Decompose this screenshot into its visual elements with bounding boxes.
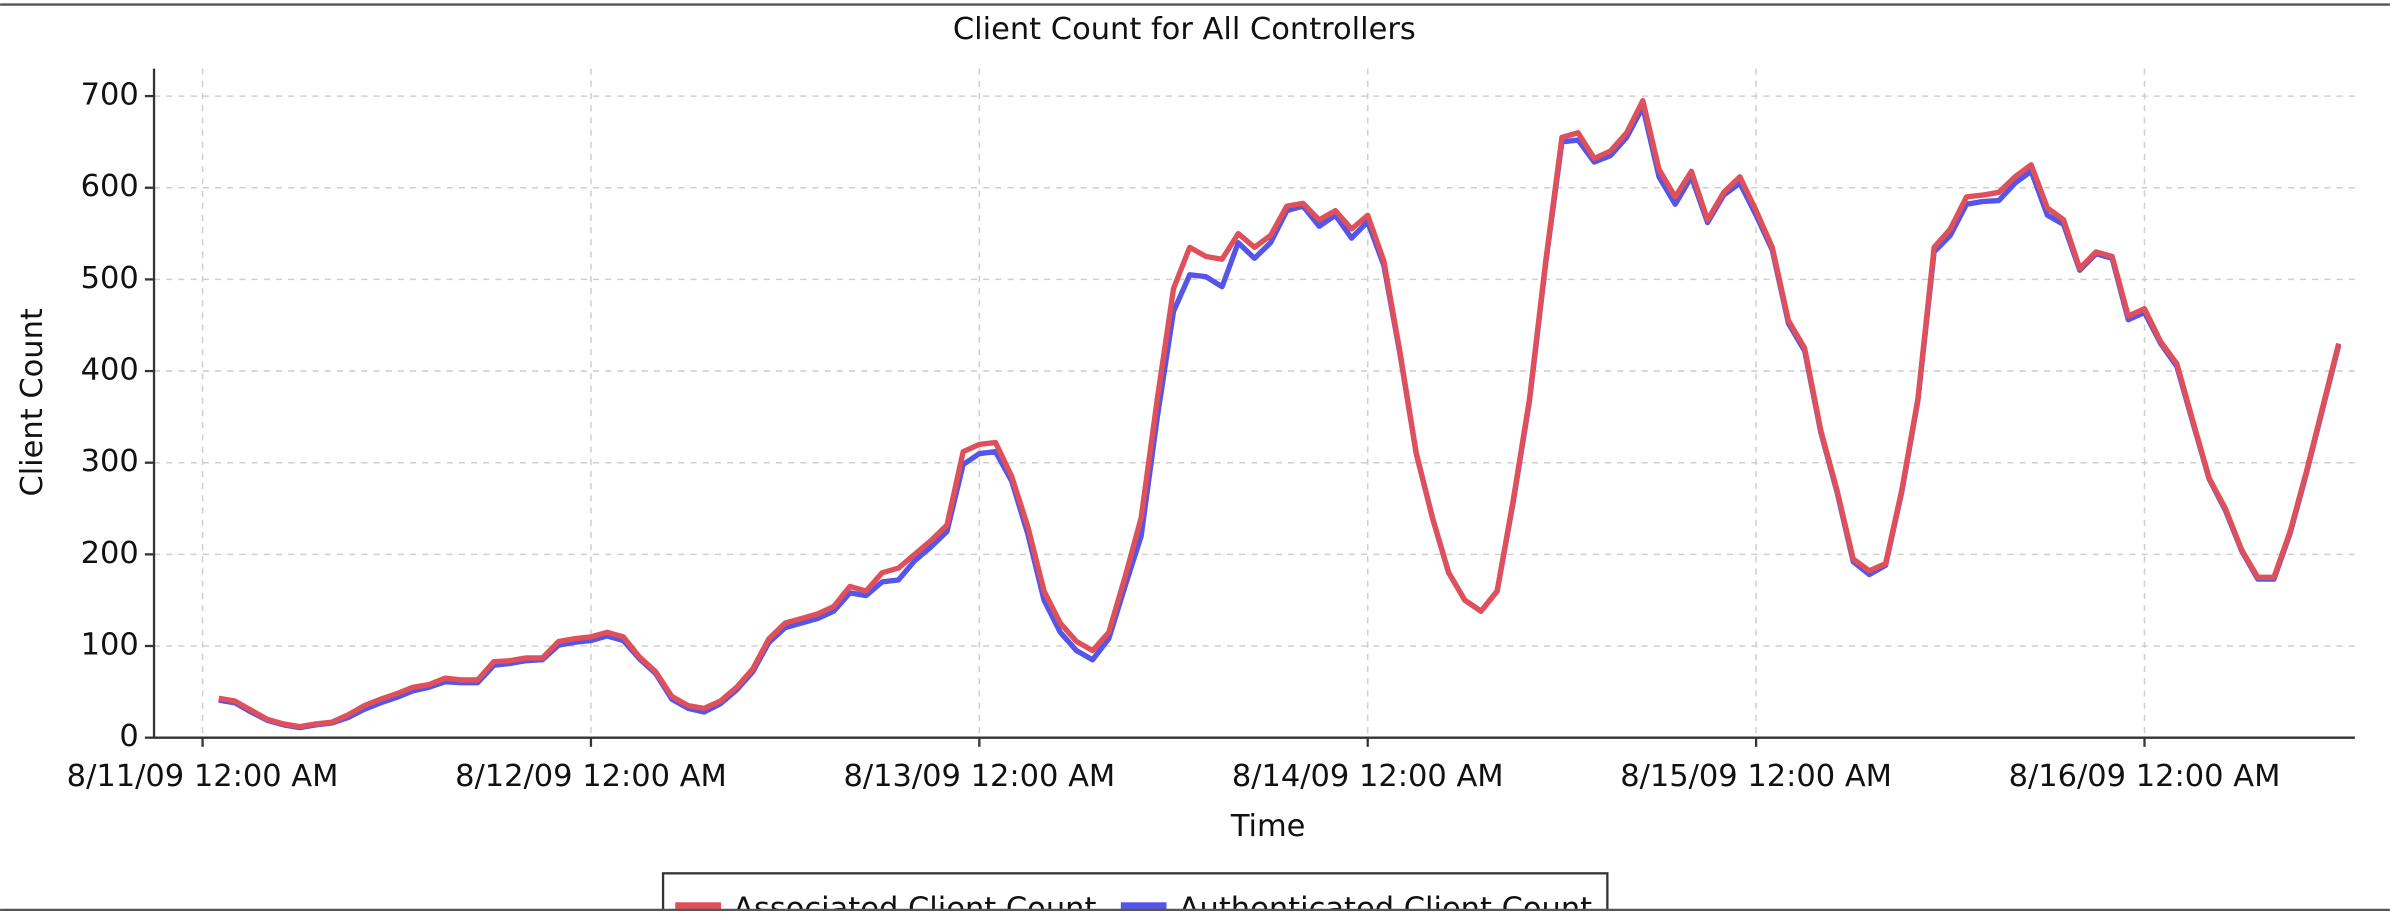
y-tick-label: 500 xyxy=(81,261,139,296)
x-axis-label: Time xyxy=(1230,809,1306,844)
x-tick-label: 8/15/09 12:00 AM xyxy=(1620,759,1892,794)
y-axis-label: Client Count xyxy=(15,308,50,496)
plot-area xyxy=(218,98,2342,731)
x-tick-label: 8/16/09 12:00 AM xyxy=(2009,759,2281,794)
axes: 0 100 200 300 400 500 600 700 8/11/09 12:00 AM 8/… xyxy=(67,68,2355,794)
grid xyxy=(154,68,2355,738)
x-tick-label: 8/11/09 12:00 AM xyxy=(67,759,339,794)
y-tick-label: 300 xyxy=(81,444,139,479)
legend-swatch xyxy=(675,902,721,910)
legend: Associated Client Count Authenticated Cli… xyxy=(661,872,1609,916)
x-tick-label: 8/14/09 12:00 AM xyxy=(1232,759,1504,794)
series-line xyxy=(218,98,2342,730)
x-tick-label: 8/13/09 12:00 AM xyxy=(843,759,1115,794)
y-tick-label: 200 xyxy=(81,536,139,571)
y-tick-label: 100 xyxy=(81,628,139,663)
x-tick-label: 8/12/09 12:00 AM xyxy=(455,759,727,794)
legend-swatch xyxy=(1120,902,1167,910)
y-tick-label: 0 xyxy=(119,719,138,754)
y-tick-label: 600 xyxy=(81,169,139,204)
legend-label: Associated Client Count xyxy=(733,891,1096,916)
legend-label: Authenticated Client Count xyxy=(1179,891,1592,916)
series-line xyxy=(218,104,2342,731)
y-tick-label: 400 xyxy=(81,353,139,388)
chart-title: Client Count for All Controllers xyxy=(953,12,1416,47)
y-tick-label: 700 xyxy=(81,78,139,113)
